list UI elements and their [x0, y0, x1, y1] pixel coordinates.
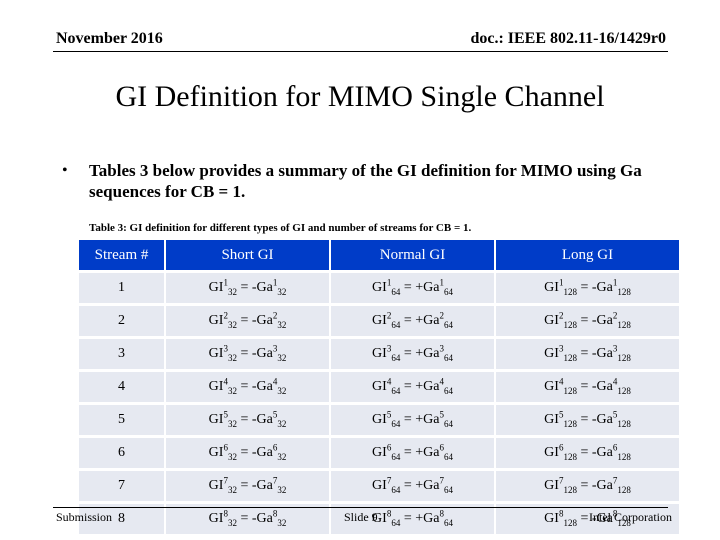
table-header-row: Stream # Short GI Normal GI Long GI: [79, 240, 679, 272]
col-header-normal-gi: Normal GI: [329, 240, 495, 272]
table-row: 7 GI732 = -Ga732 GI764 = +Ga764 GI7128 = -G…: [79, 468, 679, 503]
cell-normal-gi: GI664 = +Ga664: [329, 435, 495, 470]
table-row: 3 GI332 = -Ga332 GI364 = +Ga364 GI3128 = -G…: [79, 336, 679, 371]
cell-short-gi: GI132 = -Ga132: [164, 270, 330, 305]
col-header-short-gi: Short GI: [164, 240, 330, 272]
footer-organization: Intel Corporation: [589, 510, 672, 524]
cell-long-gi: GI3128 = -Ga3128: [494, 336, 679, 371]
table-caption: Table 3: GI definition for different typ…: [89, 222, 472, 234]
cell-stream: 5: [79, 402, 165, 437]
cell-stream: 2: [79, 303, 165, 338]
bullet-text: Tables 3 below provides a summary of the…: [89, 161, 642, 201]
cell-normal-gi: GI764 = +Ga764: [329, 468, 495, 503]
cell-short-gi: GI232 = -Ga232: [164, 303, 330, 338]
cell-long-gi: GI6128 = -Ga6128: [494, 435, 679, 470]
cell-short-gi: GI632 = -Ga632: [164, 435, 330, 470]
footer-slide-number: Slide 9: [344, 510, 378, 524]
cell-long-gi: GI1128 = -Ga1128: [494, 270, 679, 305]
table-row: 4 GI432 = -Ga432 GI464 = +Ga464 GI4128 = -G…: [79, 369, 679, 404]
header-rule: [53, 51, 668, 52]
col-header-long-gi: Long GI: [494, 240, 679, 272]
cell-normal-gi: GI264 = +Ga264: [329, 303, 495, 338]
cell-normal-gi: GI464 = +Ga464: [329, 369, 495, 404]
cell-normal-gi: GI164 = +Ga164: [329, 270, 495, 305]
table-body: 1 GI132 = -Ga132 GI164 = +Ga164 GI1128 = -G…: [79, 270, 679, 534]
table-row: 2 GI232 = -Ga232 GI264 = +Ga264 GI2128 = -G…: [79, 303, 679, 338]
cell-stream: 1: [79, 270, 165, 305]
table-row: 6 GI632 = -Ga632 GI664 = +Ga664 GI6128 = -G…: [79, 435, 679, 470]
cell-short-gi: GI732 = -Ga732: [164, 468, 330, 503]
cell-long-gi: GI4128 = -Ga4128: [494, 369, 679, 404]
cell-normal-gi: GI564 = +Ga564: [329, 402, 495, 437]
cell-long-gi: GI5128 = -Ga5128: [494, 402, 679, 437]
col-header-stream: Stream #: [79, 240, 165, 272]
cell-stream: 6: [79, 435, 165, 470]
cell-stream: 3: [79, 336, 165, 371]
cell-stream: 7: [79, 468, 165, 503]
cell-short-gi: GI432 = -Ga432: [164, 369, 330, 404]
header-doc-id: doc.: IEEE 802.11-16/1429r0: [470, 30, 666, 47]
footer-submission: Submission: [56, 510, 113, 524]
cell-long-gi: GI2128 = -Ga2128: [494, 303, 679, 338]
cell-short-gi: GI532 = -Ga532: [164, 402, 330, 437]
cell-normal-gi: GI364 = +Ga364: [329, 336, 495, 371]
cell-short-gi: GI332 = -Ga332: [164, 336, 330, 371]
table-row: 1 GI132 = -Ga132 GI164 = +Ga164 GI1128 = -G…: [79, 270, 679, 305]
footer-rule: [53, 507, 668, 508]
cell-long-gi: GI7128 = -Ga7128: [494, 468, 679, 503]
table-row: 5 GI532 = -Ga532 GI564 = +Ga564 GI5128 = -G…: [79, 402, 679, 437]
cell-stream: 4: [79, 369, 165, 404]
slide-title: GI Definition for MIMO Single Channel: [115, 80, 605, 113]
gi-table: Stream # Short GI Normal GI Long GI 1 GI1…: [79, 240, 679, 534]
header-date: November 2016: [56, 30, 163, 47]
bullet-icon: •: [62, 162, 68, 179]
